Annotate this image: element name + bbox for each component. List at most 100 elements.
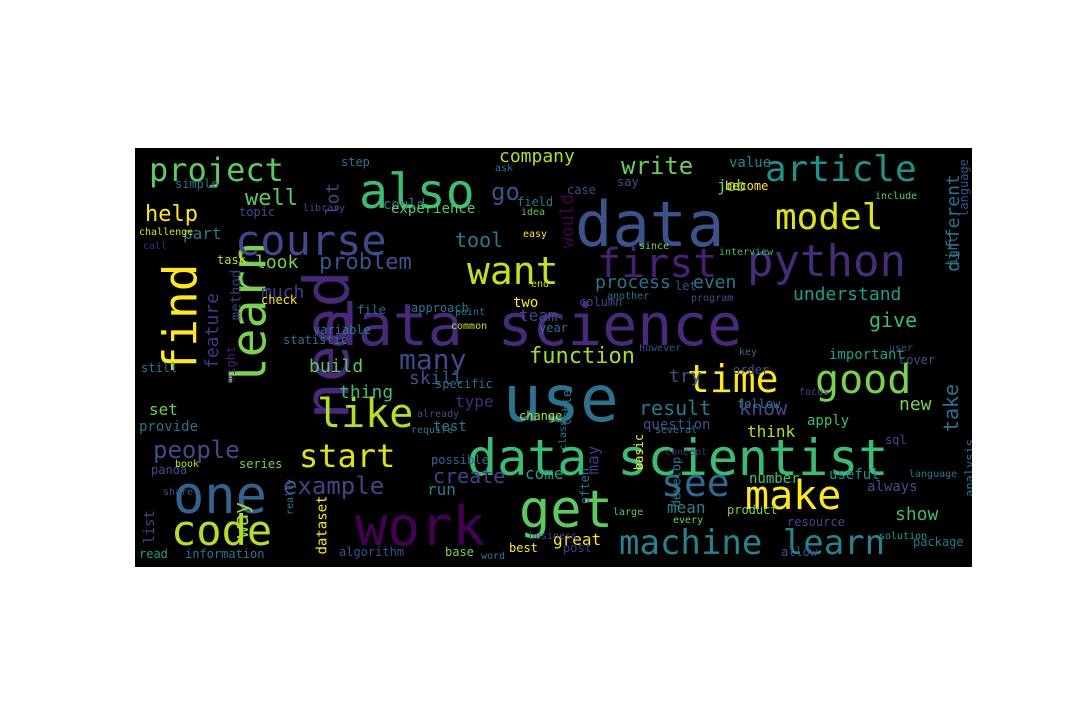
- word-way: way: [229, 501, 254, 539]
- word-basic: basic: [632, 433, 647, 471]
- word-key: key: [739, 347, 758, 358]
- word-word: word: [481, 551, 506, 562]
- word-data-science: data science: [323, 291, 743, 359]
- word-cloud-words: data science data use data scientist work one…: [135, 148, 972, 567]
- word-team: team: [519, 306, 558, 325]
- word-include: include: [875, 191, 918, 202]
- word-part: part: [183, 224, 222, 243]
- word-program: program: [691, 293, 734, 304]
- word-also: also: [359, 164, 475, 220]
- word-check: check: [261, 293, 298, 307]
- word-idea: idea: [521, 207, 546, 218]
- word-mean: mean: [667, 498, 706, 517]
- word-ask: ask: [495, 163, 514, 174]
- word-package: package: [913, 535, 964, 549]
- word-many: many: [399, 343, 467, 376]
- word-provide: provide: [139, 419, 199, 435]
- word-build: build: [309, 356, 364, 377]
- word-end: end: [531, 279, 550, 290]
- word-product: product: [727, 503, 778, 517]
- word-business: business: [529, 531, 578, 542]
- word-take: take: [939, 383, 964, 433]
- word-could: could: [383, 197, 426, 213]
- word-several: several: [655, 425, 698, 436]
- word-solution: solution: [879, 531, 928, 542]
- word-one: one: [173, 466, 267, 526]
- word-result: result: [639, 396, 712, 420]
- word-since: since: [639, 241, 670, 252]
- word-class: class: [558, 419, 570, 451]
- word-tool: tool: [455, 228, 504, 252]
- word-interview: interview: [719, 247, 774, 258]
- word-new: new: [899, 394, 932, 415]
- word-always: always: [867, 479, 918, 495]
- word-however: however: [639, 343, 682, 354]
- word-number: number: [749, 471, 800, 487]
- word-approach: approach: [411, 301, 469, 315]
- word-task: task: [217, 253, 246, 267]
- word-create: create: [433, 464, 506, 488]
- word-machine-learn: machine learn: [619, 523, 886, 563]
- word-well: well: [245, 186, 298, 211]
- word-statistic: statistic: [283, 333, 349, 347]
- word-order: order: [733, 363, 770, 377]
- word-series: series: [239, 457, 283, 471]
- word-already: already: [417, 409, 460, 420]
- word-share: share: [163, 487, 194, 498]
- word-library: library: [303, 203, 346, 214]
- word-common: common: [451, 321, 488, 332]
- word-see: see: [661, 461, 730, 505]
- word-good: good: [815, 357, 912, 403]
- word-show: show: [895, 504, 939, 525]
- word-language: language: [956, 159, 971, 217]
- word-thing: thing: [339, 382, 394, 403]
- word-specific: specific: [435, 377, 493, 391]
- word-problem: problem: [319, 250, 412, 275]
- word-great: great: [553, 530, 602, 549]
- word-two: two: [513, 295, 539, 311]
- word-value: value: [729, 155, 772, 171]
- word-column: column: [579, 295, 623, 309]
- word-call: call: [143, 241, 168, 252]
- word-run: run: [427, 480, 456, 499]
- word-use: use: [503, 363, 619, 437]
- word-best: best: [509, 541, 538, 555]
- word-information: information: [185, 547, 265, 561]
- word-give: give: [869, 308, 918, 332]
- word-come: come: [525, 464, 564, 483]
- word-step: step: [341, 155, 370, 169]
- word-say: say: [617, 175, 639, 189]
- word-data: data: [575, 188, 725, 261]
- word-focus: focus: [799, 387, 830, 398]
- word-even: even: [693, 272, 737, 293]
- word-like: like: [317, 391, 414, 437]
- word-important: important: [829, 347, 905, 363]
- word-book: book: [175, 459, 200, 470]
- word-article: article: [765, 149, 917, 190]
- word-model: model: [775, 197, 884, 238]
- word-challenge: challenge: [139, 227, 194, 238]
- word-post: post: [563, 541, 592, 555]
- word-point: point: [455, 307, 486, 318]
- word-really: really: [285, 478, 297, 516]
- word-resource: resource: [787, 515, 845, 529]
- word-feature: feature: [201, 293, 223, 369]
- word-language: language: [909, 469, 958, 480]
- word-work: work: [355, 495, 486, 558]
- word-variable: variable: [313, 323, 371, 337]
- word-cover: cover: [899, 353, 936, 367]
- word-become: become: [725, 179, 769, 193]
- word-file: file: [357, 303, 386, 317]
- word-field: field: [517, 195, 554, 209]
- word-case: case: [567, 183, 596, 197]
- word-process: process: [595, 272, 671, 293]
- word-analysis: analysis: [962, 439, 972, 497]
- word-much: much: [261, 282, 305, 303]
- word-understand: understand: [793, 284, 902, 305]
- word-want: want: [467, 249, 559, 293]
- word-course: course: [235, 216, 387, 265]
- word-right: right: [946, 235, 961, 273]
- word-cloud: data science data use data scientist work one…: [135, 148, 972, 567]
- word-time: time: [687, 357, 779, 401]
- word-method: method: [228, 269, 245, 321]
